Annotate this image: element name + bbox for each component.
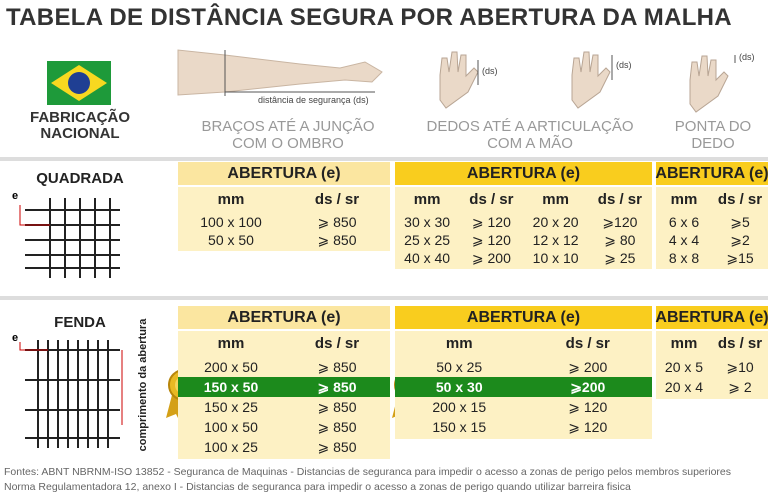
column-title: DEDOS ATÉ A ARTICULAÇÃO COM A MÃO (426, 118, 634, 152)
column-header: mm (670, 190, 698, 208)
group-body (395, 187, 652, 269)
table-cell: ⩾ 120 (568, 398, 608, 415)
footer-line: Norma Regulamentadora 12, anexo I - Dist… (4, 481, 631, 493)
table-cell: 10 x 10 (532, 250, 579, 266)
column-header: ds / sr (469, 190, 514, 208)
table-cell: ⩾ 120 (568, 418, 608, 435)
table-cell: 150 x 50 (203, 379, 259, 395)
hand-label: (ds) (482, 66, 498, 76)
table-cell: 8 x 8 (668, 250, 700, 266)
group-body (656, 187, 768, 269)
table-cell: ⩾ 80 (604, 231, 636, 248)
group-header: ABERTURA (e) (178, 162, 390, 185)
highlight-row (178, 377, 390, 397)
column-header: mm (542, 190, 569, 208)
table-cell: ⩾ 850 (317, 378, 357, 395)
table-cell: ⩾10 (726, 358, 754, 375)
table-cell: ⩾ 850 (317, 231, 357, 248)
table-cell: ⩾ 200 (568, 358, 608, 375)
footer-line: Fontes: ABNT NBRNM-ISO 13852 - Seguranca… (4, 466, 732, 478)
column-header: ds / sr (565, 334, 610, 352)
column-header: mm (445, 334, 473, 352)
table-cell: 25 x 25 (404, 232, 451, 248)
table-cell: 200 x 15 (432, 399, 487, 415)
table-cell: ⩾ 200 (471, 249, 511, 266)
column-header: mm (670, 334, 698, 352)
column-header: mm (217, 190, 245, 208)
table-cell: 30 x 30 (404, 214, 451, 230)
column-title: PONTA DO DEDO (674, 118, 752, 152)
hand-label: (ds) (616, 60, 632, 70)
group-body (656, 331, 768, 399)
hand-label: (ds) (739, 52, 755, 62)
badge: FABRICAÇÃO NACIONAL (30, 109, 130, 142)
table-cell: 12 x 12 (532, 232, 579, 248)
table-cell: ⩾2 (730, 231, 750, 248)
table-cell: 20 x 20 (532, 214, 579, 230)
group-header: ABERTURA (e) (655, 162, 768, 185)
table-cell: ⩾ 25 (604, 249, 636, 266)
group-header: ABERTURA (e) (395, 162, 652, 185)
table-cell: ⩾ 850 (317, 358, 357, 375)
table-cell: 100 x 25 (204, 439, 258, 455)
table-cell: ⩾ 850 (317, 418, 357, 435)
highlight-row (395, 377, 652, 397)
table-cell: ⩾200 (570, 378, 606, 395)
table-cell: 150 x 25 (204, 399, 258, 415)
arm-caption: distância de segurança (ds) (258, 95, 369, 105)
section-name: FENDA (54, 314, 106, 331)
table-cell: ⩾ 850 (317, 398, 357, 415)
table-cell: ⩾ 850 (317, 213, 357, 230)
table-cell: 4 x 4 (668, 232, 700, 248)
table-cell: 50 x 50 (208, 232, 254, 248)
table-cell: 50 x 25 (436, 359, 483, 375)
table-cell: ⩾15 (726, 249, 754, 266)
side-label: comprimento da abertura (137, 318, 149, 452)
table-cell: ⩾5 (730, 213, 750, 230)
group-header: ABERTURA (e) (395, 306, 652, 329)
table-cell: 100 x 100 (200, 214, 262, 230)
column-header: ds / sr (597, 190, 642, 208)
table-cell: 200 x 50 (204, 359, 258, 375)
column-header: mm (217, 334, 245, 352)
table-cell: ⩾ 120 (471, 213, 511, 230)
section-name: QUADRADA (36, 170, 124, 187)
column-header: mm (413, 190, 441, 208)
table-cell: 100 x 50 (204, 419, 258, 435)
mesh-label: e (12, 190, 19, 202)
table-cell: 150 x 15 (432, 419, 487, 435)
table-cell: 40 x 40 (404, 250, 451, 266)
table-cell: 20 x 5 (664, 359, 704, 375)
mesh-label: e (12, 332, 19, 344)
table-cell: 6 x 6 (668, 214, 700, 230)
table-cell: ⩾120 (602, 213, 638, 230)
table-cell: ⩾ 2 (728, 378, 752, 395)
column-header: ds / sr (314, 190, 360, 208)
group-body (178, 187, 390, 251)
group-header: ABERTURA (e) (178, 306, 390, 329)
title: TABELA DE DISTÂNCIA SEGURA POR ABERTURA … (6, 4, 732, 31)
column-header: ds / sr (314, 334, 360, 352)
column-header: ds / sr (717, 334, 763, 352)
table-cell: 20 x 4 (664, 379, 704, 395)
column-title: BRAÇOS ATÉ A JUNÇÃO COM O OMBRO (201, 118, 375, 152)
group-header: ABERTURA (e) (655, 306, 768, 329)
table-cell: ⩾ 850 (317, 438, 357, 455)
table-cell: 50 x 30 (435, 379, 483, 395)
table-cell: ⩾ 120 (471, 231, 511, 248)
column-header: ds / sr (717, 190, 763, 208)
